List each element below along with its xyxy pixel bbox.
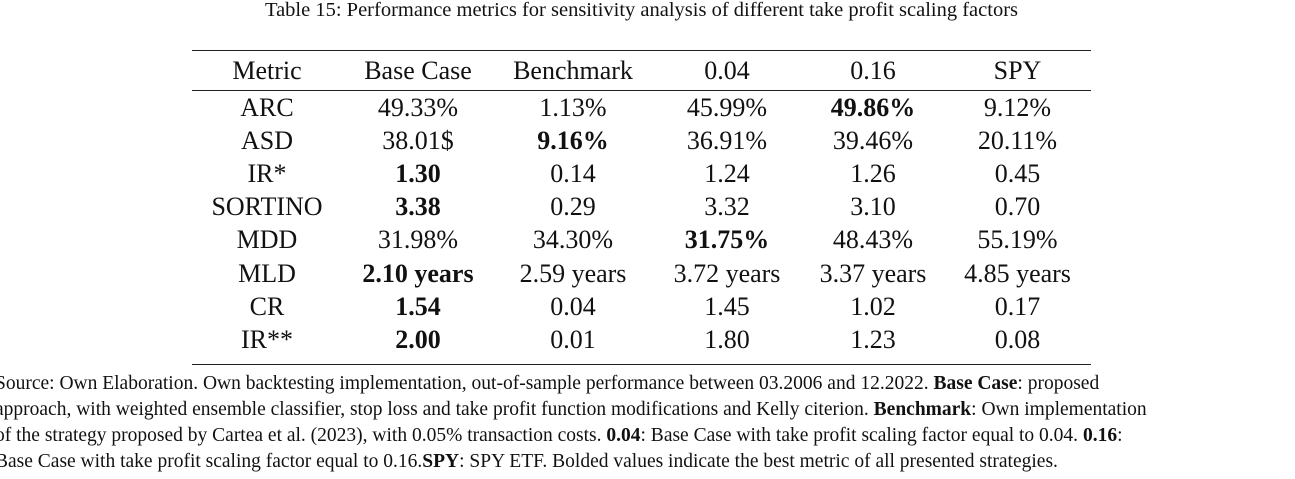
metric-value-cell: 0.04 [550,291,596,321]
metric-value-cell: 1.80 [704,325,750,355]
metric-value-cell: 34.30% [532,225,614,255]
footnote-text: Base Case with take profit scaling facto… [0,451,423,472]
header-base-case: Base Case [364,55,472,85]
metric-value-cell: 0.70 [994,192,1041,222]
footnote-text: Source: Own Elaboration. Own backtesting… [0,373,934,394]
metric-name-cell: ARC [240,92,294,122]
metrics-table-container: Metric Base Case Benchmark 0.04 0.16 SPY… [192,50,1091,366]
metric-value-cell: 9.16% [537,125,609,155]
metric-name-cell: CR [249,291,285,321]
header-benchmark: Benchmark [513,55,633,85]
metric-value-cell: 9.12% [983,92,1052,122]
metric-value-cell: 1.02 [850,291,896,321]
footnote-line-3: of the strategy proposed by Cartea et al… [0,423,1291,449]
table-header: Metric Base Case Benchmark 0.04 0.16 SPY [192,50,1091,91]
metric-value-cell: 0.29 [550,192,596,222]
metric-value-cell: 20.11% [977,125,1058,155]
metric-value-cell: 0.17 [994,291,1041,321]
footnote-line-1: Source: Own Elaboration. Own backtesting… [0,371,1291,397]
metric-value-cell: 1.30 [395,158,441,188]
metric-value-cell: 2.59 years [519,258,627,288]
footnote-bold-term: Benchmark [873,399,972,420]
rule-cell [192,357,342,366]
metric-value-cell: 31.75% [684,225,770,255]
metric-value-cell: 31.98% [377,225,459,255]
footnote-text: : proposed [1017,373,1100,394]
table-row: CR 1.54 0.04 1.45 1.02 0.17 [192,290,1091,323]
metric-value-cell: 3.38 [395,192,441,222]
footnote-line-4: Base Case with take profit scaling facto… [0,449,1291,475]
rule-cell [494,357,652,366]
rule-cell [944,357,1091,366]
metric-name-cell: ASD [240,125,293,155]
table-footnote: Source: Own Elaboration. Own backtesting… [0,371,1291,475]
footnote-text: approach, with weighted ensemble classif… [0,399,874,420]
metric-value-cell: 1.26 [850,158,896,188]
metric-name-cell: IR* [247,158,287,188]
metric-name-cell: MLD [238,258,296,288]
table-row: MLD 2.10 years 2.59 years 3.72 years 3.37 ye… [192,257,1091,290]
metric-value-cell: 3.32 [704,192,750,222]
table-row: SORTINO 3.38 0.29 3.32 3.10 0.70 [192,191,1091,224]
table-row: ARC 49.33% 1.13% 45.99% 49.86% 9.12% [192,91,1091,125]
table-row: ASD 38.01$ 9.16% 36.91% 39.46% 20.11% [192,124,1091,157]
table-caption: Table 15: Performance metrics for sensit… [264,0,1019,21]
footnote-text: : [1117,425,1123,446]
metric-value-cell: 39.46% [832,125,914,155]
metric-value-cell: 0.14 [550,158,596,188]
metric-value-cell: 2.00 [395,325,441,355]
rule-cell [342,357,494,366]
footnote-text: of the strategy proposed by Cartea et al… [0,425,607,446]
footnote-text: : Base Case with take profit scaling fac… [640,425,1083,446]
metric-value-cell: 1.45 [704,291,750,321]
table-row: MDD 31.98% 34.30% 31.75% 48.43% 55.19% [192,224,1091,257]
header-row: Metric Base Case Benchmark 0.04 0.16 SPY [192,50,1091,91]
rule-cell [802,357,944,366]
metric-value-cell: 3.72 years [673,258,781,288]
metric-value-cell: 4.85 years [964,258,1071,288]
metric-name-cell: SORTINO [211,192,323,222]
metric-value-cell: 0.08 [994,325,1041,355]
metric-value-cell: 49.86% [830,92,916,122]
header-0-04: 0.04 [704,55,750,85]
metric-value-cell: 1.13% [539,92,607,122]
metric-value-cell: 49.33% [377,92,459,122]
metric-value-cell: 38.01$ [382,125,454,155]
table-body: ARC 49.33% 1.13% 45.99% 49.86% 9.12% ASD 38.01$… [192,91,1091,366]
footnote-bold-term: 0.16 [1082,425,1118,446]
metric-name-cell: MDD [236,225,298,255]
metric-value-cell: 3.10 [850,192,896,222]
metric-value-cell: 0.45 [994,158,1041,188]
metric-value-cell: 36.91% [686,125,768,155]
footnote-bold-term: Base Case [933,373,1018,394]
table-row: IR* 1.30 0.14 1.24 1.26 0.45 [192,157,1091,190]
header-0-16: 0.16 [850,55,896,85]
metric-name-cell: IR** [241,325,293,355]
metric-value-cell: 1.23 [850,325,896,355]
metric-value-cell: 0.01 [550,325,596,355]
footnote-text: : Own implementation [971,399,1147,420]
footnote-bold-term: SPY [422,451,460,472]
metric-value-cell: 45.99% [686,92,768,122]
header-spy: SPY [993,55,1042,85]
header-metric: Metric [232,55,302,85]
metric-value-cell: 2.10 years [362,258,474,288]
table-row: IR** 2.00 0.01 1.80 1.23 0.08 [192,323,1091,357]
footnote-bold-term: 0.04 [606,425,641,446]
metric-value-cell: 3.37 years [819,258,927,288]
metric-value-cell: 1.24 [704,158,750,188]
metric-value-cell: 1.54 [395,291,441,321]
metric-value-cell: 55.19% [977,225,1058,255]
table-bottom-rule [192,357,1091,366]
footnote-text: : SPY ETF. Bolded values indicate the be… [459,451,1058,472]
metric-value-cell: 48.43% [832,225,914,255]
rule-cell [652,357,802,366]
footnote-line-2: approach, with weighted ensemble classif… [0,397,1291,423]
metrics-table: Metric Base Case Benchmark 0.04 0.16 SPY… [192,50,1091,366]
